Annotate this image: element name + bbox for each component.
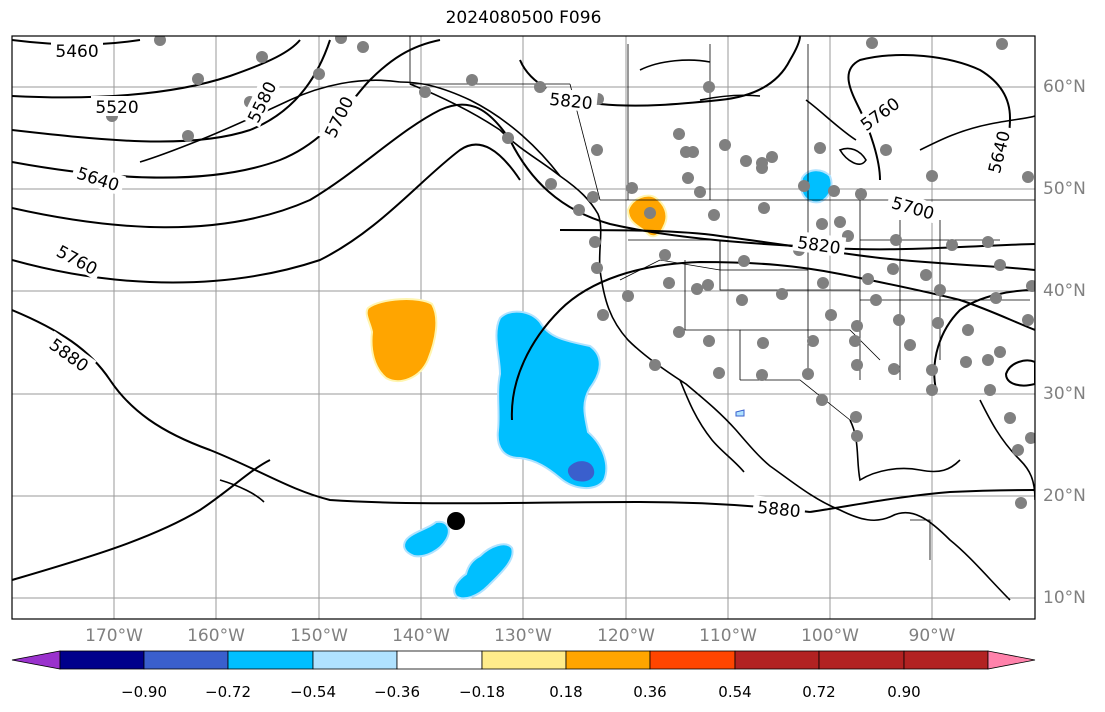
colorbar-segment xyxy=(396,650,483,670)
colorbar-segment xyxy=(227,650,314,670)
colorbar-segment xyxy=(649,650,736,670)
latitude-label: 10°N xyxy=(1043,588,1086,608)
contour-label: 5820 xyxy=(548,90,593,114)
colorbar xyxy=(11,650,1036,670)
longitude-label: 100°W xyxy=(801,626,859,646)
station-points xyxy=(106,36,1035,509)
graticule xyxy=(12,36,1035,619)
negative-anomaly-area xyxy=(735,409,745,417)
colorbar-segment xyxy=(312,650,398,670)
coastlines xyxy=(139,59,1035,601)
colorbar-tick-label: 0.54 xyxy=(718,683,752,701)
colorbar-segment xyxy=(481,650,567,670)
storm-position-marker xyxy=(447,512,465,530)
colorbar-tick-label: −0.54 xyxy=(290,683,336,701)
latitude-label: 20°N xyxy=(1043,486,1086,506)
negative-anomaly-area xyxy=(403,520,450,558)
map-frame xyxy=(11,35,1036,620)
colorbar-tick-label: −0.72 xyxy=(205,683,251,701)
map-title: 2024080500 F096 xyxy=(445,8,602,28)
colorbar-tick-label: 0.36 xyxy=(633,683,667,701)
colorbar-segment xyxy=(903,650,989,670)
contour-label: 5520 xyxy=(95,98,138,118)
colorbar-extend-high xyxy=(987,650,1036,670)
colorbar-segment xyxy=(818,650,905,670)
latitude-label: 60°N xyxy=(1043,77,1086,97)
colorbar-tick-label: −0.18 xyxy=(459,683,505,701)
colorbar-tick-label: −0.36 xyxy=(374,683,420,701)
latitude-label: 30°N xyxy=(1043,384,1086,404)
colorbar-extend-low xyxy=(11,650,61,670)
colorbar-tick-label: −0.90 xyxy=(121,683,167,701)
longitude-label: 130°W xyxy=(494,626,552,646)
longitude-label: 120°W xyxy=(597,626,655,646)
colorbar-segment xyxy=(59,650,145,670)
anomaly-shading xyxy=(365,169,833,600)
colorbar-segment xyxy=(565,650,651,670)
longitude-label: 110°W xyxy=(699,626,757,646)
colorbar-segment xyxy=(734,650,820,670)
longitude-label: 170°W xyxy=(85,626,143,646)
negative-anomaly-area xyxy=(453,543,514,600)
colorbar-tick-label: 0.90 xyxy=(887,683,921,701)
longitude-label: 150°W xyxy=(290,626,348,646)
contour-label: 5460 xyxy=(55,42,98,62)
longitude-label: 140°W xyxy=(392,626,450,646)
positive-anomaly-area xyxy=(365,298,438,383)
colorbar-tick-label: 0.18 xyxy=(549,683,583,701)
negative-anomaly-area xyxy=(567,461,595,482)
colorbar-tick-label: 0.72 xyxy=(802,683,836,701)
latitude-label: 40°N xyxy=(1043,281,1086,301)
negative-anomaly-area xyxy=(495,310,608,489)
colorbar-segment xyxy=(143,650,229,670)
latitude-label: 50°N xyxy=(1043,179,1086,199)
longitude-label: 160°W xyxy=(187,626,245,646)
contour-label: 5880 xyxy=(756,498,801,522)
longitude-label: 90°W xyxy=(908,626,956,646)
